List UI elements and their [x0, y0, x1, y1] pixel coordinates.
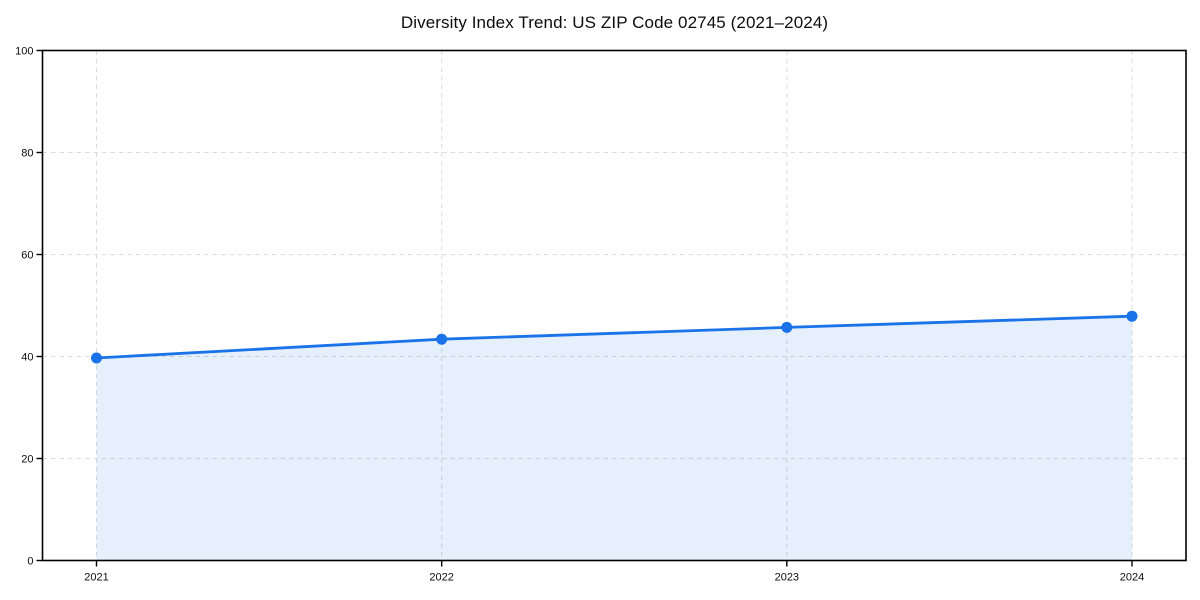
y-tick-label-40: 40 — [21, 351, 33, 363]
x-tick-label-2022: 2022 — [429, 572, 453, 584]
y-tick-label-100: 100 — [15, 45, 33, 57]
chart-title: Diversity Index Trend: US ZIP Code 02745… — [400, 13, 829, 32]
area-fill — [96, 316, 1132, 561]
x-tick-label-2021: 2021 — [84, 572, 108, 584]
y-tick-label-0: 0 — [27, 555, 33, 567]
data-point-2024 — [1126, 310, 1138, 322]
y-tick-label-60: 60 — [21, 249, 33, 261]
data-point-2021 — [91, 352, 102, 364]
y-tick-label-20: 20 — [21, 453, 33, 465]
x-tick-label-2024: 2024 — [1120, 572, 1144, 584]
y-tick-label-80: 80 — [21, 147, 33, 159]
data-point-2023 — [781, 321, 793, 333]
data-point-2022 — [436, 333, 448, 345]
x-tick-label-2023: 2023 — [775, 572, 799, 584]
plot-border — [41, 49, 1187, 562]
trend-line — [95, 314, 1134, 360]
